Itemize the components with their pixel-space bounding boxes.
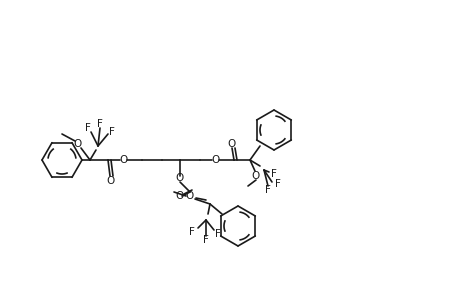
- Text: O: O: [252, 171, 259, 181]
- Text: F: F: [274, 179, 280, 189]
- Text: F: F: [85, 123, 91, 133]
- Text: O: O: [106, 176, 115, 186]
- Text: O: O: [185, 191, 194, 201]
- Text: F: F: [215, 229, 220, 239]
- Text: O: O: [74, 139, 82, 149]
- Text: F: F: [189, 227, 195, 237]
- Text: O: O: [120, 155, 128, 165]
- Text: O: O: [227, 139, 235, 149]
- Text: F: F: [97, 119, 103, 129]
- Text: F: F: [109, 127, 115, 137]
- Text: O: O: [175, 191, 184, 201]
- Text: F: F: [202, 235, 208, 245]
- Text: F: F: [264, 185, 270, 195]
- Text: O: O: [212, 155, 220, 165]
- Text: O: O: [175, 173, 184, 183]
- Text: F: F: [270, 169, 276, 179]
